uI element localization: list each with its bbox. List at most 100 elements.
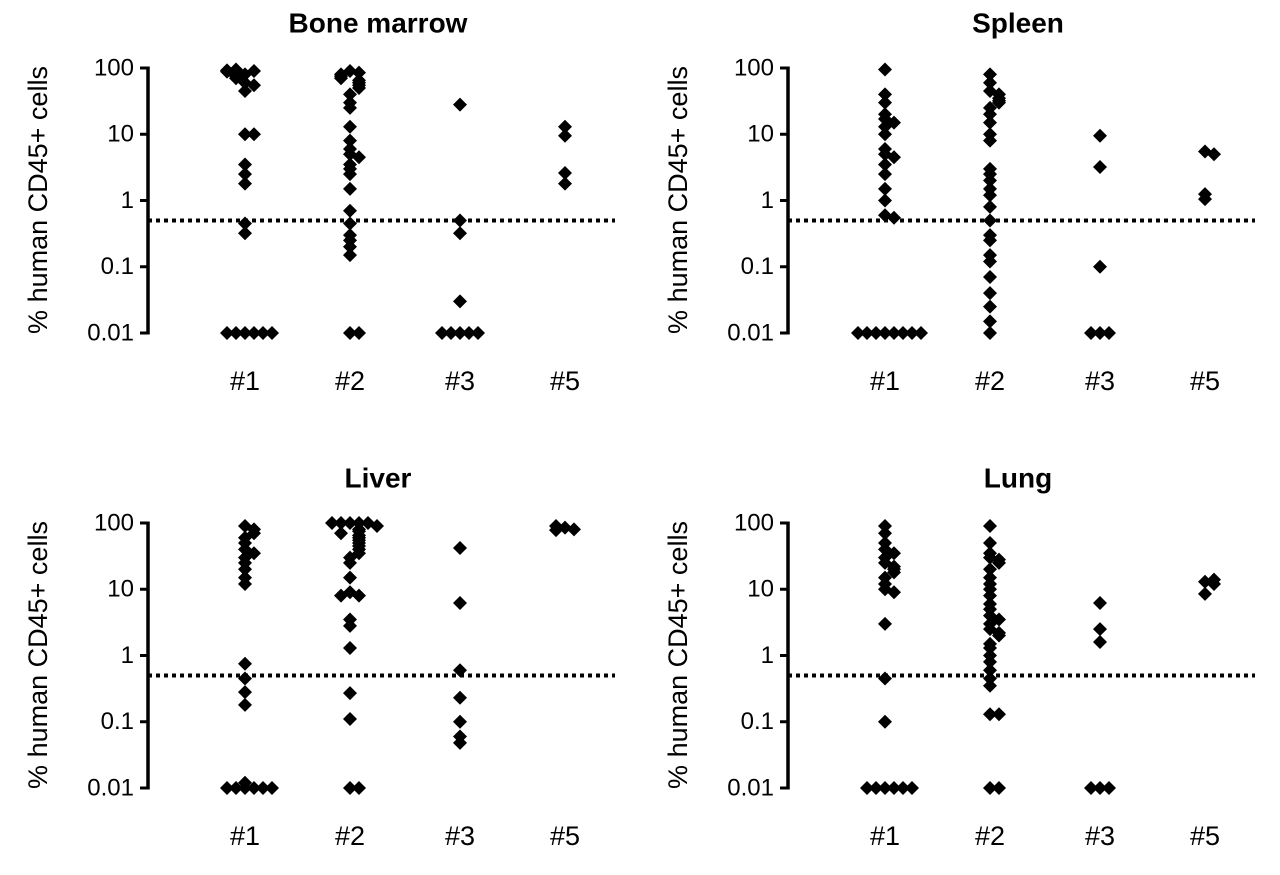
data-point: [352, 150, 366, 165]
data-point: [860, 781, 874, 795]
data-point: [860, 326, 874, 340]
data-point: [343, 87, 357, 102]
y-axis-label: % human CD45+ cells: [23, 521, 53, 789]
x-tick-label: #2: [975, 821, 1005, 851]
data-point: [983, 107, 997, 122]
data-point: [265, 781, 279, 795]
data-point: [453, 735, 467, 750]
data-point: [229, 326, 243, 340]
y-axis-label: % human CD45+ cells: [663, 521, 693, 789]
data-point: [983, 115, 997, 130]
data-point: [238, 157, 252, 172]
data-point: [1084, 781, 1098, 795]
data-point: [370, 519, 384, 534]
data-point: [878, 526, 892, 541]
data-point: [869, 326, 883, 340]
data-point: [238, 656, 252, 671]
data-point: [453, 714, 467, 729]
data-point: [1093, 781, 1107, 795]
data-point: [983, 707, 997, 722]
data-point: [983, 550, 997, 565]
data-point: [1207, 147, 1221, 162]
data-point: [983, 75, 997, 90]
y-tick-label: 1: [121, 187, 134, 214]
x-tick-label: #2: [335, 821, 365, 851]
data-point: [343, 239, 357, 254]
x-tick-label: #2: [975, 366, 1005, 396]
data-point: [453, 97, 467, 112]
y-axis-label: % human CD45+ cells: [663, 66, 693, 334]
data-point: [453, 540, 467, 555]
data-point: [878, 714, 892, 729]
data-point: [334, 516, 348, 530]
data-point: [238, 562, 252, 577]
y-tick-label: 100: [734, 54, 774, 81]
data-point: [453, 663, 467, 678]
data-point: [558, 176, 572, 191]
data-point: [558, 119, 572, 134]
data-point: [887, 781, 901, 795]
data-point: [983, 299, 997, 314]
data-point: [878, 781, 892, 795]
data-point: [1093, 128, 1107, 143]
y-axis-label: % human CD45+ cells: [23, 66, 53, 334]
data-point: [453, 326, 467, 340]
data-point: [983, 314, 997, 329]
y-tick-label: 10: [107, 576, 134, 603]
data-point: [567, 522, 581, 537]
panel-title: Liver: [345, 462, 412, 493]
data-point: [983, 133, 997, 148]
x-tick-label: #5: [550, 821, 580, 851]
data-point: [983, 663, 997, 678]
data-point: [878, 167, 892, 182]
data-point: [1198, 192, 1212, 207]
data-point: [878, 119, 892, 134]
y-tick-label: 10: [107, 121, 134, 148]
data-point: [352, 65, 366, 80]
data-point: [325, 516, 339, 530]
data-point: [343, 167, 357, 182]
data-point: [238, 167, 252, 182]
x-tick-label: #1: [230, 821, 260, 851]
data-point: [1093, 326, 1107, 340]
data-point: [265, 326, 279, 340]
y-tick-label: 0.01: [87, 774, 134, 801]
y-tick-label: 100: [94, 509, 134, 536]
data-point: [887, 546, 901, 561]
y-tick-label: 0.01: [727, 774, 774, 801]
data-point: [983, 781, 997, 795]
data-point: [983, 254, 997, 269]
data-point: [992, 781, 1006, 795]
data-point: [983, 640, 997, 655]
x-tick-label: #5: [550, 366, 580, 396]
data-point: [453, 596, 467, 611]
data-point: [983, 654, 997, 669]
data-point: [220, 63, 234, 78]
panel: Spleen % human CD45+ cells 0.01 0.1 1 10 100 #1…: [663, 7, 1255, 396]
panel: Lung % human CD45+ cells 0.01 0.1 1 10 100 #1 #2…: [663, 462, 1255, 851]
data-point: [238, 781, 252, 795]
data-point: [334, 526, 348, 541]
data-point: [343, 781, 357, 795]
data-point: [238, 697, 252, 712]
data-point: [983, 562, 997, 577]
data-point: [247, 127, 261, 142]
data-point: [238, 671, 252, 686]
data-point: [887, 585, 901, 600]
data-point: [343, 203, 357, 218]
data-point: [896, 781, 910, 795]
data-point: [247, 64, 261, 79]
data-point: [878, 193, 892, 208]
data-point: [905, 326, 919, 340]
x-tick-label: #1: [870, 366, 900, 396]
data-point: [352, 588, 366, 603]
data-point: [247, 78, 261, 93]
data-point: [992, 555, 1006, 570]
x-tick-label: #3: [445, 366, 475, 396]
x-tick-label: #1: [230, 366, 260, 396]
data-point: [1093, 622, 1107, 637]
panel-title: Spleen: [972, 7, 1064, 38]
data-point: [247, 546, 261, 561]
data-point: [247, 781, 261, 795]
data-point: [983, 270, 997, 285]
